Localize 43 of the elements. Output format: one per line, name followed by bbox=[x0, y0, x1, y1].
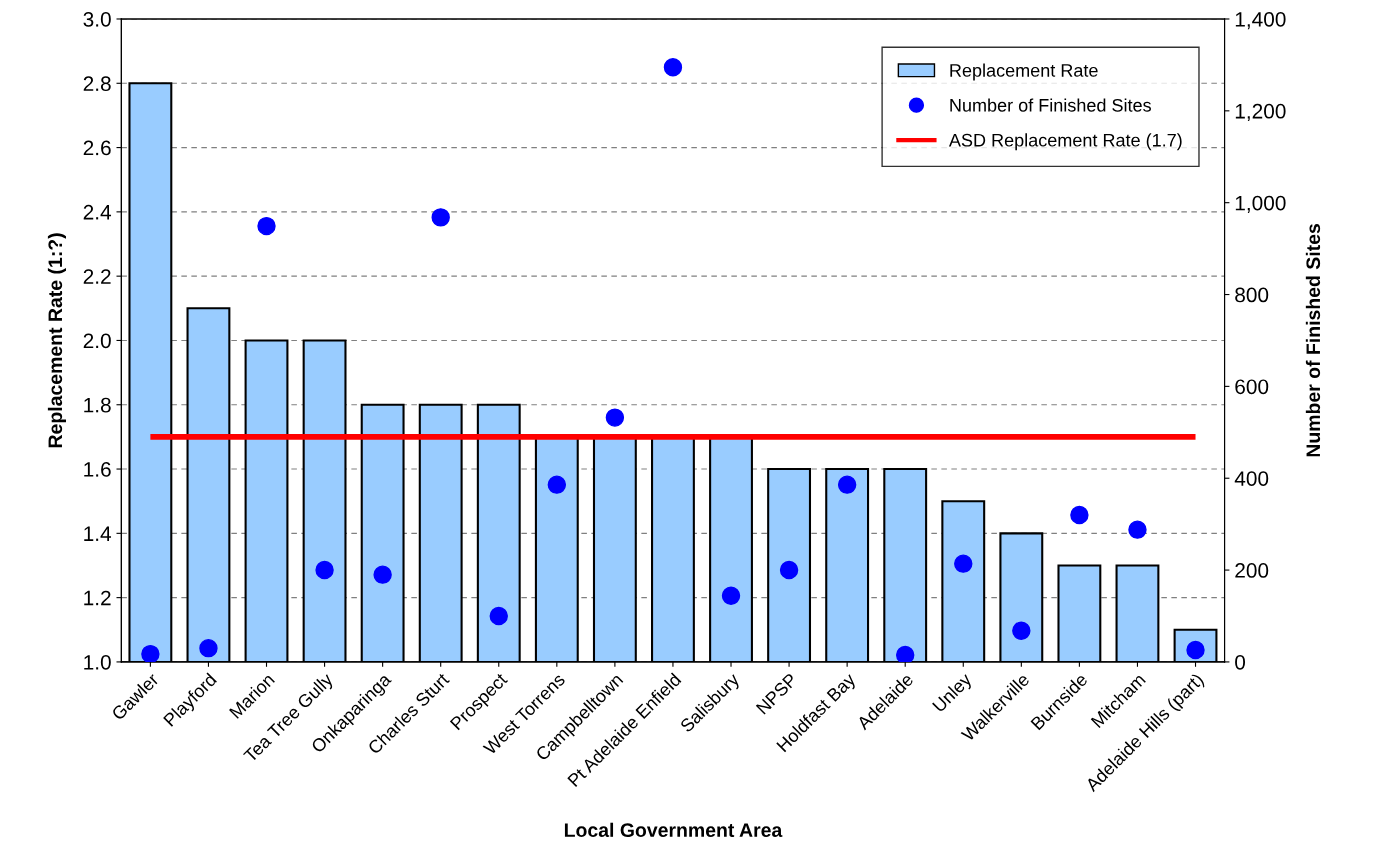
legend-label: Number of Finished Sites bbox=[950, 98, 1151, 112]
y2-tick-label: 1,400 bbox=[1235, 11, 1286, 30]
point bbox=[257, 216, 276, 236]
legend-label: ASD Replacement Rate (1.7) bbox=[948, 133, 1182, 151]
y2-tick-label: 800 bbox=[1235, 287, 1269, 303]
y2-tick-label: 200 bbox=[1235, 563, 1269, 578]
point bbox=[489, 606, 508, 626]
y-axis-title: Replacement Rate (1:?) bbox=[47, 233, 66, 448]
point bbox=[1128, 520, 1147, 539]
point bbox=[1070, 505, 1089, 525]
point bbox=[547, 475, 567, 494]
y-tick-label: 2.8 bbox=[83, 76, 111, 92]
y-tick-label: 2.0 bbox=[83, 333, 111, 349]
point bbox=[199, 638, 218, 658]
point bbox=[373, 565, 392, 584]
y-tick-label: 1.8 bbox=[84, 397, 111, 413]
legend-label: Replacement Rate bbox=[950, 63, 1098, 81]
point bbox=[431, 208, 450, 227]
y-tick-label: 1.6 bbox=[84, 462, 111, 477]
point bbox=[663, 58, 683, 77]
y-tick-label: 1.4 bbox=[84, 526, 112, 541]
x-axis-title: Local Government Area bbox=[564, 822, 783, 837]
point bbox=[896, 645, 915, 662]
point bbox=[315, 560, 334, 580]
point bbox=[141, 644, 160, 662]
point bbox=[1012, 621, 1031, 640]
y-tick-label: 2.2 bbox=[83, 269, 111, 284]
point bbox=[721, 586, 741, 605]
point bbox=[779, 560, 799, 580]
y2-tick-label: 400 bbox=[1234, 471, 1269, 486]
point bbox=[605, 408, 625, 427]
y2-tick-label: 1,000 bbox=[1235, 195, 1286, 213]
y2-axis-title: Number of Finished Sites bbox=[1305, 224, 1321, 457]
point bbox=[954, 554, 973, 573]
point bbox=[837, 475, 857, 494]
y-tick-label: 2.6 bbox=[83, 140, 111, 156]
y-tick-label: 1.0 bbox=[84, 654, 111, 670]
y-tick-label: 2.4 bbox=[83, 204, 112, 220]
y2-tick-label: 0 bbox=[1235, 654, 1246, 670]
y2-tick-label: 1,200 bbox=[1235, 103, 1286, 122]
y2-tick-label: 600 bbox=[1235, 379, 1269, 395]
y-tick-label: 3.0 bbox=[83, 11, 111, 27]
y-tick-label: 1.2 bbox=[84, 590, 111, 606]
